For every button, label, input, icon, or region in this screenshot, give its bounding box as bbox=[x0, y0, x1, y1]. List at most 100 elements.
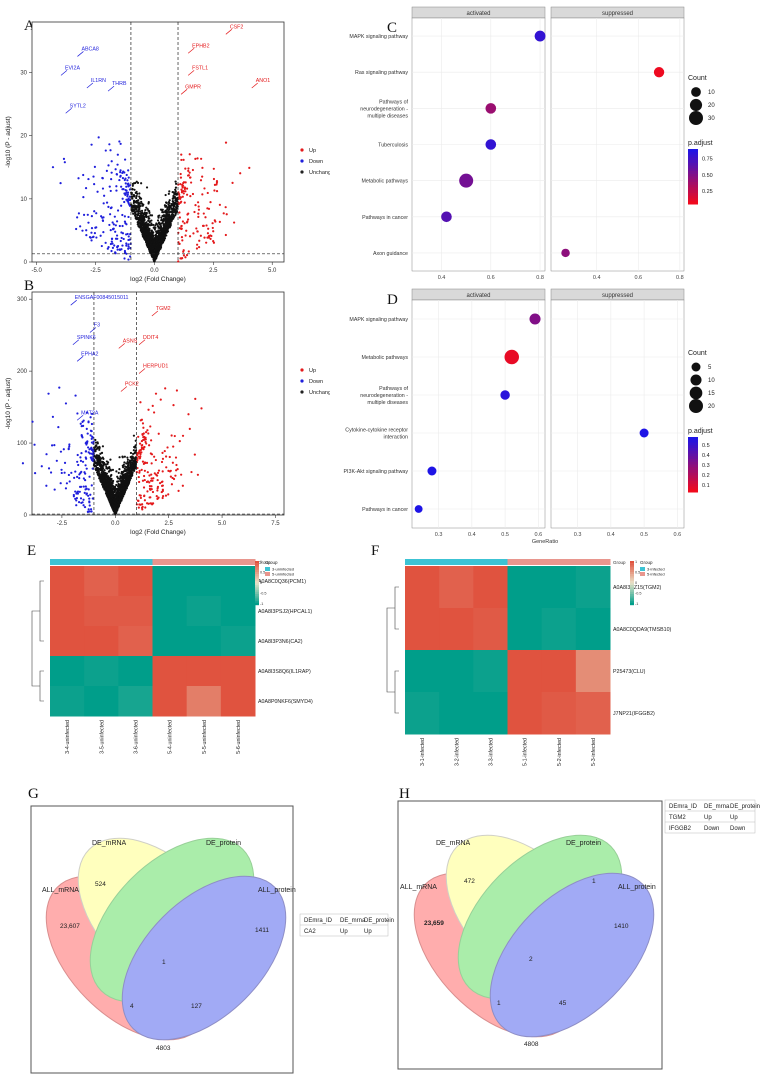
colorbar-segment bbox=[630, 580, 634, 584]
data-point bbox=[186, 213, 189, 216]
row-label: P25473(CLU) bbox=[613, 669, 646, 675]
colorbar-segment bbox=[688, 467, 698, 471]
legend-size-dot bbox=[691, 87, 701, 97]
heatmap-cell bbox=[541, 608, 577, 651]
legend-swatch bbox=[640, 567, 645, 571]
data-point bbox=[76, 216, 79, 219]
data-point bbox=[82, 485, 85, 488]
data-point bbox=[79, 497, 83, 500]
data-point bbox=[132, 434, 136, 437]
data-point bbox=[98, 463, 101, 466]
data-point bbox=[103, 469, 106, 472]
data-point bbox=[153, 249, 156, 253]
data-point bbox=[123, 215, 126, 218]
venn-label-de-mrna: DE_mRNA bbox=[92, 840, 127, 847]
colorbar-tick-label: -1 bbox=[260, 602, 263, 606]
data-point bbox=[124, 465, 127, 468]
data-point bbox=[90, 446, 93, 449]
colorbar-segment bbox=[630, 596, 634, 599]
data-point bbox=[124, 177, 127, 180]
heatmap-cell bbox=[473, 566, 508, 609]
data-point bbox=[108, 465, 111, 469]
data-point bbox=[156, 231, 159, 234]
data-point bbox=[174, 474, 177, 477]
data-point bbox=[154, 392, 158, 395]
legend-label: Unchanged bbox=[309, 390, 330, 396]
kegg-dotplot-d: activated suppressed MAPK signaling pathwa… bbox=[344, 288, 715, 545]
data-point bbox=[91, 457, 94, 461]
data-point bbox=[21, 462, 25, 465]
data-point bbox=[139, 215, 142, 218]
data-point bbox=[63, 471, 66, 474]
data-point bbox=[140, 200, 143, 203]
gene-label: ENSGAF00845015011 bbox=[75, 295, 129, 301]
venn-label-de-protein: DE_protein bbox=[566, 840, 601, 847]
data-point bbox=[157, 249, 161, 252]
data-point bbox=[127, 182, 130, 185]
data-point bbox=[165, 466, 168, 469]
venn-table-h: DEmra_ID DE_mrna DE_protein TGM2 Up Up I… bbox=[664, 799, 760, 834]
x-tick-label: 0.5 bbox=[640, 532, 648, 538]
venn-count-bottom: 4808 bbox=[524, 1041, 539, 1048]
legend-label: Up bbox=[309, 368, 316, 374]
data-point bbox=[93, 450, 97, 453]
colorbar-segment bbox=[255, 594, 259, 597]
data-point bbox=[99, 461, 102, 464]
venn-count-de-protein-only: 1 bbox=[592, 878, 596, 885]
data-point bbox=[72, 495, 75, 498]
data-point bbox=[133, 206, 137, 209]
data-point bbox=[173, 209, 177, 212]
data-point bbox=[177, 197, 181, 200]
data-point bbox=[76, 453, 79, 457]
category-label: MAPK signaling pathway bbox=[349, 317, 408, 323]
heatmap-cell bbox=[439, 608, 474, 651]
data-point bbox=[51, 415, 54, 418]
data-point bbox=[143, 478, 146, 482]
data-point bbox=[171, 199, 174, 203]
data-point bbox=[135, 454, 139, 457]
data-point bbox=[161, 211, 164, 214]
enrichment-dot bbox=[441, 211, 452, 223]
data-point bbox=[110, 178, 113, 181]
data-point bbox=[160, 232, 164, 235]
label-leader bbox=[76, 415, 84, 421]
data-point bbox=[147, 408, 150, 411]
data-point bbox=[131, 188, 134, 191]
data-point bbox=[126, 480, 129, 483]
x-tick-label: 5.0 bbox=[218, 521, 227, 527]
data-point bbox=[129, 451, 133, 455]
data-point bbox=[148, 217, 151, 220]
legend-swatch bbox=[265, 567, 270, 571]
data-point bbox=[151, 479, 154, 482]
data-point bbox=[168, 222, 171, 225]
data-point bbox=[136, 223, 139, 226]
data-point bbox=[75, 499, 78, 502]
data-point bbox=[134, 212, 137, 216]
gene-label: THRB bbox=[112, 81, 127, 87]
heatmap-cell bbox=[50, 596, 85, 627]
x-tick-label: -2.5 bbox=[90, 268, 101, 274]
data-point bbox=[199, 234, 202, 237]
data-point bbox=[181, 189, 184, 193]
data-point bbox=[222, 212, 225, 215]
x-tick-label: -5.0 bbox=[32, 268, 43, 274]
data-point bbox=[170, 218, 174, 221]
colorbar-segment bbox=[688, 442, 698, 446]
data-point bbox=[207, 236, 211, 239]
data-point bbox=[127, 247, 130, 250]
data-point bbox=[107, 480, 111, 483]
data-point bbox=[127, 176, 130, 179]
colorbar-tick-label: 0.3 bbox=[702, 463, 710, 469]
data-point bbox=[102, 202, 105, 205]
x-tick-label: 0.6 bbox=[487, 275, 495, 281]
data-point bbox=[119, 475, 122, 478]
x-tick-label: 2.5 bbox=[165, 521, 174, 527]
data-point bbox=[95, 236, 98, 239]
group-bar-cell bbox=[439, 559, 474, 565]
data-point bbox=[181, 186, 184, 189]
data-point bbox=[124, 182, 127, 185]
data-point bbox=[105, 460, 108, 463]
legend-size-dot bbox=[689, 111, 703, 125]
data-point bbox=[119, 142, 122, 145]
data-point bbox=[112, 504, 116, 507]
